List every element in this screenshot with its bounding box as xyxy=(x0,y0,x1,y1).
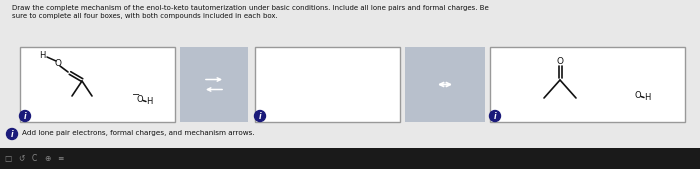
Text: H: H xyxy=(644,93,650,103)
Text: H: H xyxy=(146,98,152,106)
Bar xyxy=(0,148,700,169)
Text: C: C xyxy=(32,154,36,163)
Text: i: i xyxy=(259,112,261,121)
Bar xyxy=(255,47,400,122)
Text: Add lone pair electrons, formal charges, and mechanism arrows.: Add lone pair electrons, formal charges,… xyxy=(22,130,255,136)
Bar xyxy=(20,47,175,122)
Circle shape xyxy=(489,111,500,122)
Text: □: □ xyxy=(4,154,12,163)
Text: i: i xyxy=(494,112,496,121)
Text: O: O xyxy=(556,57,564,66)
Text: Draw the complete mechanism of the enol-to-keto tautomerization under basic cond: Draw the complete mechanism of the enol-… xyxy=(12,5,489,11)
Text: ⊕: ⊕ xyxy=(44,154,50,163)
Text: O: O xyxy=(635,91,641,101)
Text: i: i xyxy=(10,130,13,139)
Text: −: − xyxy=(132,90,140,100)
Text: sure to complete all four boxes, with both compounds included in each box.: sure to complete all four boxes, with bo… xyxy=(12,13,278,19)
Text: O: O xyxy=(136,95,144,104)
Bar xyxy=(180,47,248,122)
Circle shape xyxy=(6,128,18,139)
Text: ≡: ≡ xyxy=(57,154,63,163)
Text: H: H xyxy=(38,52,46,61)
Text: O: O xyxy=(55,58,62,67)
Bar xyxy=(405,47,485,122)
Text: ↺: ↺ xyxy=(18,154,24,163)
Circle shape xyxy=(20,111,31,122)
Circle shape xyxy=(255,111,265,122)
Bar xyxy=(490,47,685,122)
Text: i: i xyxy=(24,112,27,121)
